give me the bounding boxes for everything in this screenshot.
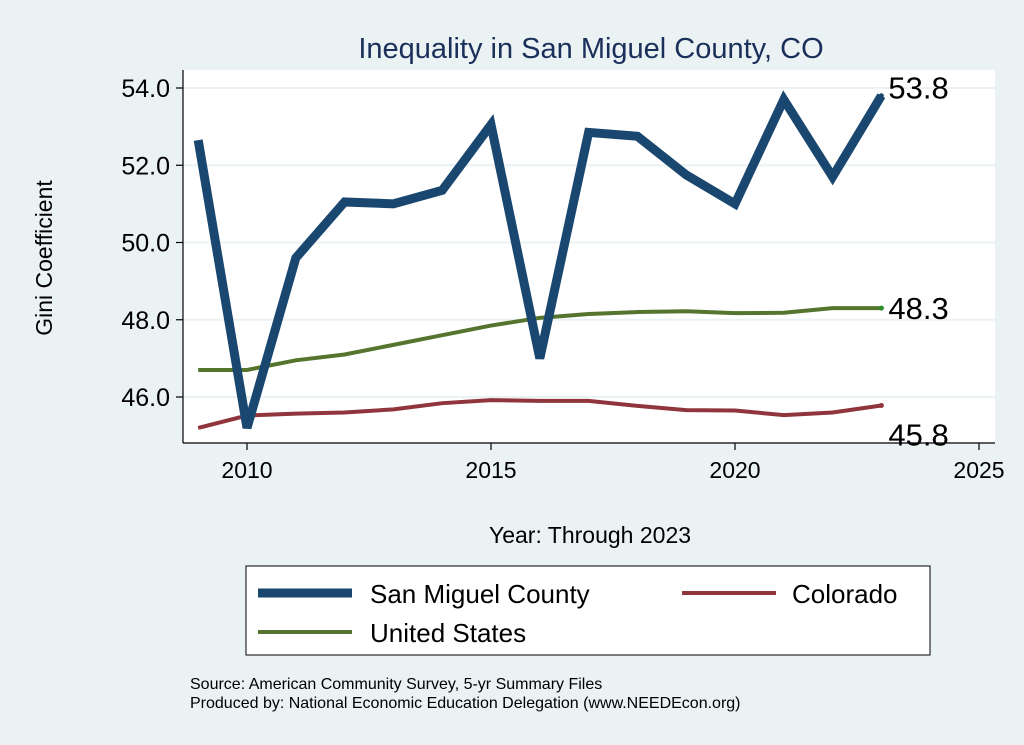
source-note: Source: American Community Survey, 5-yr … bbox=[190, 676, 602, 693]
y-tick-label: 50.0 bbox=[121, 230, 170, 258]
legend-label-colorado: Colorado bbox=[792, 579, 898, 609]
end-label-colorado: 45.8 bbox=[888, 417, 948, 452]
legend-label-san-miguel: San Miguel County bbox=[370, 579, 590, 609]
grid bbox=[184, 87, 995, 398]
y-axis-label: Gini Coefficient bbox=[31, 180, 57, 336]
legend-box bbox=[245, 565, 931, 656]
end-point-united-states bbox=[878, 305, 884, 311]
legend-label-united-states: United States bbox=[370, 618, 526, 648]
end-label-united-states: 48.3 bbox=[888, 291, 948, 326]
x-tick-label: 2020 bbox=[709, 457, 760, 483]
produced-by-note: Produced by: National Economic Education… bbox=[190, 695, 741, 712]
y-tick-label: 48.0 bbox=[121, 307, 170, 335]
chart-title: Inequality in San Miguel County, CO bbox=[358, 33, 823, 65]
legend: San Miguel County Colorado United States bbox=[245, 565, 931, 656]
end-point-colorado bbox=[878, 402, 884, 408]
plot-area bbox=[183, 70, 995, 443]
series-line-san-miguel-county bbox=[193, 90, 886, 430]
series-line-united-states bbox=[198, 306, 882, 372]
x-axis-label: Year: Through 2023 bbox=[489, 522, 691, 548]
x-tick-label: 2010 bbox=[221, 457, 272, 483]
y-tick-label: 52.0 bbox=[121, 152, 170, 180]
end-point-san-miguel-county bbox=[878, 93, 884, 99]
y-tick-label: 54.0 bbox=[121, 75, 170, 103]
ticks: 46.0 48.0 50.0 52.0 54.0 2010 2015 2020 2025 bbox=[121, 75, 1004, 483]
x-tick-label: 2015 bbox=[465, 457, 516, 483]
end-labels: 48.3 45.8 53.8 bbox=[878, 71, 949, 452]
end-label-san-miguel-county: 53.8 bbox=[888, 71, 948, 106]
y-tick-label: 46.0 bbox=[121, 384, 170, 412]
series-lines bbox=[193, 90, 886, 430]
x-tick-label: 2025 bbox=[953, 457, 1004, 483]
series-line-colorado bbox=[197, 398, 882, 430]
